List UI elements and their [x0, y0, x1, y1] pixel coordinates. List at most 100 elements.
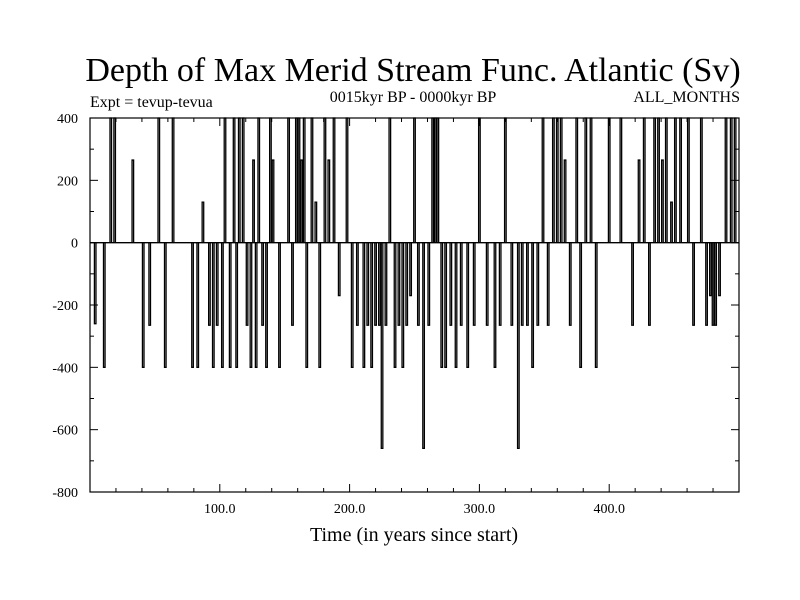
series-spike [493, 242, 497, 368]
series-spike [485, 242, 489, 326]
x-axis-label: Time (in years since start) [310, 524, 518, 546]
series-spike [472, 242, 476, 326]
series-spike [196, 242, 200, 368]
series-spike [268, 117, 272, 243]
series-spike [245, 242, 249, 326]
series-spike [648, 242, 651, 326]
y-tick-label: -200 [52, 299, 78, 314]
y-tick-label: -800 [52, 486, 78, 501]
series-spike [350, 242, 354, 368]
x-tick-label: 100.0 [204, 502, 236, 517]
series-spike [362, 242, 366, 368]
series-spike [673, 117, 677, 243]
series-spike [477, 117, 481, 243]
series-spike [314, 201, 318, 243]
series-spike [568, 242, 572, 326]
series-spike [724, 117, 728, 243]
series-spike [113, 117, 117, 243]
series-spike [297, 117, 301, 243]
series-spike [422, 242, 426, 450]
series-spike [215, 242, 219, 326]
x-tick-label: 400.0 [593, 502, 625, 517]
series-spike [503, 117, 507, 243]
series-spike [384, 242, 388, 326]
series-spike [516, 242, 520, 450]
series-spike [332, 117, 336, 243]
series-spike [718, 242, 721, 297]
series-spike [318, 242, 322, 368]
series-spike [555, 117, 559, 243]
series-spike [551, 117, 555, 243]
series-spike [380, 242, 384, 450]
series-spike [433, 117, 437, 243]
x-axis: 100.0 200.0 300.0 400.0 [115, 118, 714, 517]
series-spike [300, 159, 304, 243]
series-spike [409, 242, 413, 297]
series-spike [201, 201, 205, 243]
series-spike [498, 242, 502, 326]
series-spike [637, 159, 641, 243]
series-spike [254, 242, 258, 368]
series-spike [584, 117, 588, 243]
series-spike [670, 201, 673, 243]
series-spike [660, 159, 664, 243]
series-spike [525, 242, 529, 326]
chart-title: Depth of Max Merid Stream Func. Atlantic… [85, 52, 740, 89]
series-layer [90, 117, 739, 450]
series-spike [310, 117, 314, 243]
series-spike [546, 242, 550, 326]
series-spike [711, 242, 715, 326]
series-spike [559, 117, 563, 243]
y-tick-label: 400 [57, 112, 78, 127]
experiment-label: Expt = tevup-tevua [90, 94, 213, 111]
series-spike [327, 159, 331, 243]
series-spike [278, 242, 281, 368]
series-spike [157, 117, 161, 243]
series-spike [563, 159, 567, 243]
series-spike [436, 117, 440, 243]
plot-area [89, 117, 740, 493]
series-spike [714, 242, 718, 326]
series-spike [131, 159, 135, 243]
series-spike [440, 242, 444, 368]
series-spike [148, 242, 152, 326]
series-spike [679, 117, 683, 243]
series-spike [271, 159, 275, 243]
plot-frame [89, 117, 740, 493]
series-spike [699, 117, 703, 243]
series-spike [454, 242, 458, 368]
series-spike [102, 242, 106, 368]
series-spike [249, 242, 253, 368]
series-spike [345, 117, 349, 243]
series-spike [657, 117, 660, 243]
series-spike [355, 242, 359, 326]
series-spike [459, 242, 463, 326]
x-tick-label: 300.0 [464, 502, 496, 517]
series-spike [287, 117, 291, 243]
y-axis: 400 200 0 -200 -400 -600 -800 [52, 112, 739, 501]
y-tick-label: 0 [71, 237, 78, 252]
series-spike [237, 117, 241, 243]
series-spike [370, 242, 374, 368]
series-spike [653, 117, 657, 243]
series-spike [594, 242, 598, 368]
series-spike [709, 242, 712, 297]
series-spike [444, 242, 448, 368]
y-tick-label: -400 [52, 361, 78, 376]
series-spike [305, 242, 309, 368]
series-spike [220, 242, 224, 368]
series-spike [416, 242, 420, 326]
series-spike [510, 242, 514, 326]
series-spike [607, 117, 611, 243]
series-spike [337, 242, 341, 297]
series-spike [109, 117, 113, 243]
series-spike [427, 242, 431, 326]
series-spike [686, 117, 690, 243]
months-label: ALL_MONTHS [633, 89, 740, 106]
series-spike [449, 242, 453, 326]
series-spike [163, 242, 167, 368]
series-spike [171, 117, 175, 243]
series-spike [575, 117, 579, 243]
series-spike [294, 117, 298, 243]
